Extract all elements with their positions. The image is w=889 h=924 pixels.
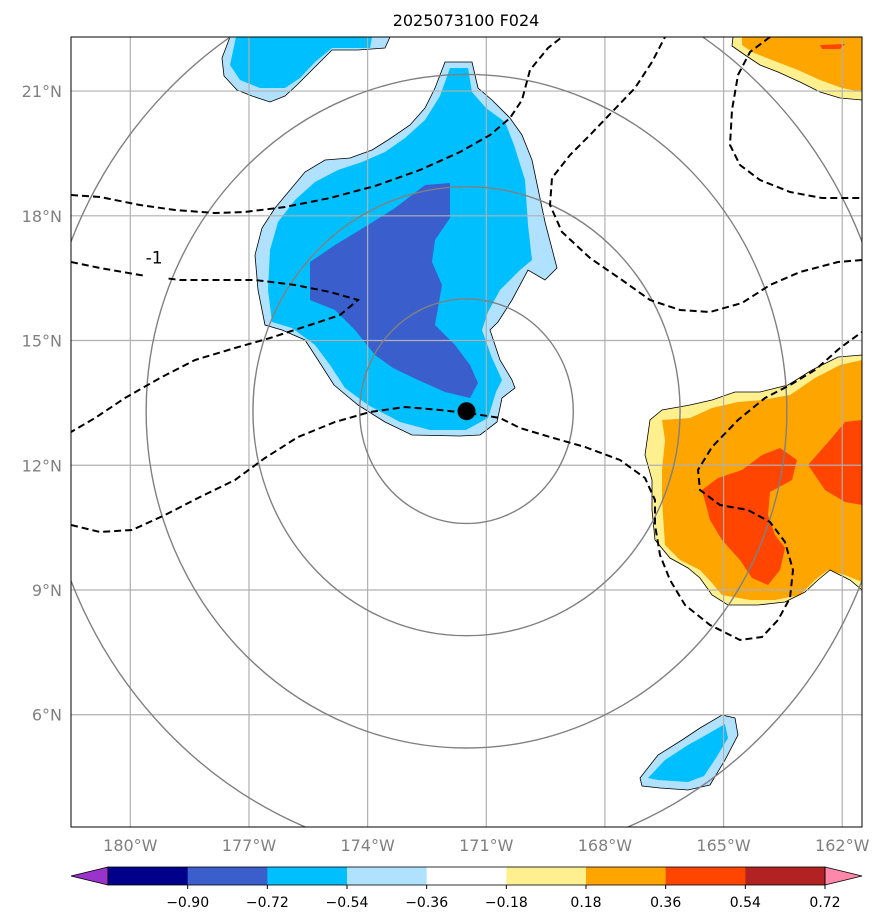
contour-line <box>71 37 563 215</box>
colorbar: −0.90 −0.72 −0.54 −0.36 −0.18 0.18 0.36 0.54 0.7… <box>70 866 863 911</box>
contour-layer <box>71 37 862 642</box>
colorbar-tick-label: 0.72 <box>809 895 840 911</box>
longitude-tick-label: 171°W <box>459 836 514 855</box>
storm-center-marker <box>457 402 476 421</box>
shading-outline <box>731 37 862 101</box>
longitude-tick-label: 168°W <box>578 836 633 855</box>
shading-outline <box>221 37 391 103</box>
range-rings <box>71 37 862 827</box>
map-frame <box>70 36 863 828</box>
colorbar-tick-label: 0.54 <box>730 895 761 911</box>
colorbar-tick-label: 0.36 <box>650 895 681 911</box>
positive-anomaly-region <box>820 44 845 49</box>
colorbar-tick-label: −0.90 <box>166 895 209 911</box>
range-ring <box>145 73 788 749</box>
range-ring <box>359 298 574 525</box>
colorbar-tick-label: −0.18 <box>485 895 528 911</box>
negative-anomaly-region <box>230 37 372 88</box>
range-ring <box>252 185 681 637</box>
latitude-tick-label: 12°N <box>22 456 62 475</box>
positive-anomaly-region <box>742 37 862 92</box>
colorbar-tick-label: 0.18 <box>570 895 601 911</box>
contour-label-backdrop <box>146 270 166 290</box>
longitude-tick-label: 162°W <box>815 836 870 855</box>
longitude-tick-label: 174°W <box>340 836 395 855</box>
longitude-tick-labels: 180°W 177°W 174°W 171°W 168°W 165°W 162°W <box>103 836 869 855</box>
latitude-tick-label: 21°N <box>22 82 62 101</box>
shading-outline <box>644 354 862 606</box>
negative-anomaly-region <box>310 183 478 398</box>
colorbar-segment <box>108 867 189 885</box>
longitude-tick-label: 180°W <box>103 836 158 855</box>
gridlines <box>71 37 862 827</box>
positive-anomaly-region <box>702 448 797 585</box>
contour-line <box>71 331 862 642</box>
colorbar-high-extension <box>824 866 863 886</box>
contour-label: -1 <box>146 248 163 268</box>
longitude-tick-label: 165°W <box>696 836 751 855</box>
shaded-field-layer <box>222 37 862 790</box>
contour-line <box>71 261 361 433</box>
colorbar-segment <box>267 867 348 885</box>
map-title: 2025073100 F024 <box>393 11 540 30</box>
latitude-tick-label: 6°N <box>32 706 62 725</box>
latitude-tick-label: 15°N <box>22 332 62 351</box>
colorbar-tick-label: −0.36 <box>405 895 448 911</box>
colorbar-segment <box>586 867 667 885</box>
colorbar-low-extension <box>70 866 109 886</box>
contour-line <box>548 37 862 314</box>
shading-outline-layer <box>221 37 862 791</box>
longitude-tick-label: 177°W <box>222 836 277 855</box>
latitude-tick-labels: 21°N 18°N 15°N 12°N 9°N 6°N <box>22 82 62 725</box>
colorbar-tick-label: −0.72 <box>246 895 289 911</box>
shading-outline <box>254 61 558 437</box>
latitude-tick-label: 9°N <box>32 581 62 600</box>
map-content: -1 <box>71 37 862 827</box>
colorbar-tick-label: −0.54 <box>326 895 369 911</box>
colorbar-segment <box>506 867 587 885</box>
colorbar-segment <box>347 867 428 885</box>
colorbar-segment <box>187 867 268 885</box>
latitude-tick-label: 18°N <box>22 207 62 226</box>
colorbar-segment <box>745 867 826 885</box>
shading-outline <box>639 714 739 791</box>
colorbar-frame <box>107 866 826 886</box>
colorbar-segment <box>665 867 746 885</box>
negative-anomaly-region <box>648 724 728 782</box>
positive-anomaly-region <box>808 420 862 505</box>
contour-line <box>728 37 862 199</box>
colorbar-segment <box>426 867 507 885</box>
